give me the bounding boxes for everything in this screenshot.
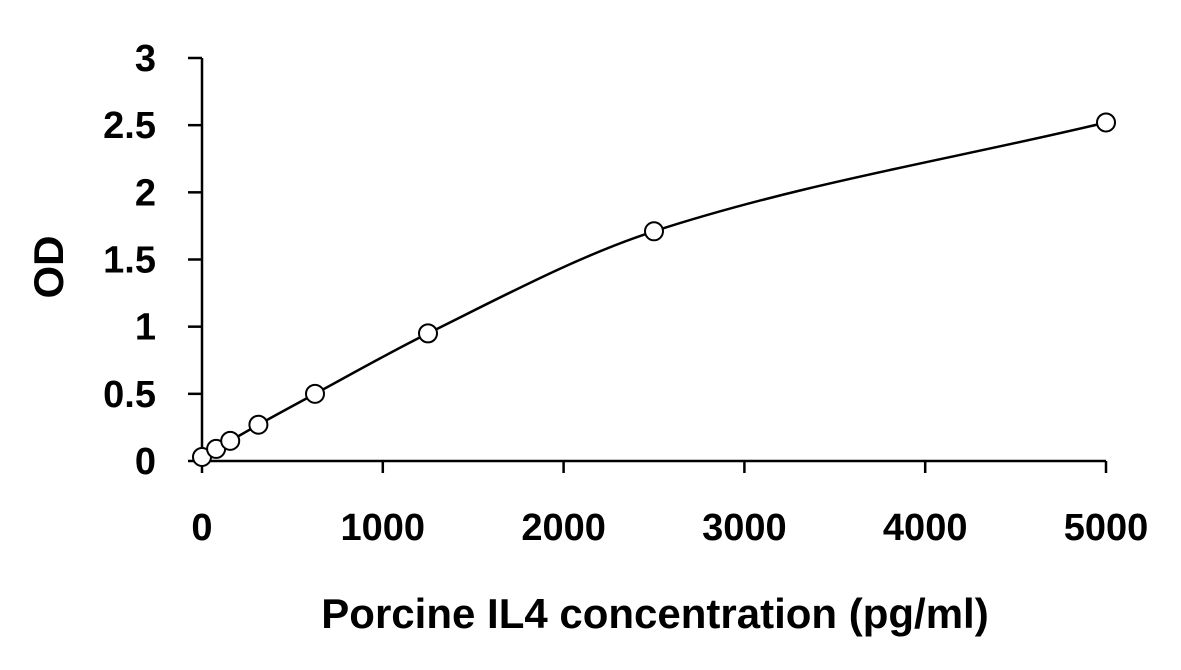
y-tick-label: 2 [135,172,156,214]
y-tick-label: 3 [135,38,156,80]
x-tick-label: 2000 [521,507,606,549]
x-tick-label: 1000 [341,507,426,549]
x-tick-label: 5000 [1064,507,1149,549]
data-point [248,414,269,435]
data-point [220,430,241,451]
x-tick-labels: 0 1000 2000 3000 4000 5000 [191,507,1148,549]
x-axis-title: Porcine IL4 concentration (pg/ml) [321,590,988,637]
y-tick-label: 1 [135,307,156,349]
x-tick-label: 3000 [702,507,787,549]
data-point [418,323,438,344]
y-tick-label: 0 [135,441,156,483]
x-tick-label: 0 [191,507,212,549]
data-point [1096,112,1116,133]
y-tick-label: 1.5 [103,240,156,282]
data-point [305,383,325,404]
fit-curve [201,121,1107,459]
y-tick-labels: 0 0.5 1 1.5 2 2.5 3 [103,38,156,483]
data-points [192,112,1116,467]
axes [200,58,1106,463]
y-axis-title: OD [25,236,72,299]
y-tick-label: 2.5 [103,105,156,147]
y-tick-label: 0.5 [103,374,156,416]
x-tick-label: 4000 [883,507,968,549]
data-point [644,221,664,242]
fit-curve-layer [201,121,1107,459]
tick-marks [188,56,1108,473]
